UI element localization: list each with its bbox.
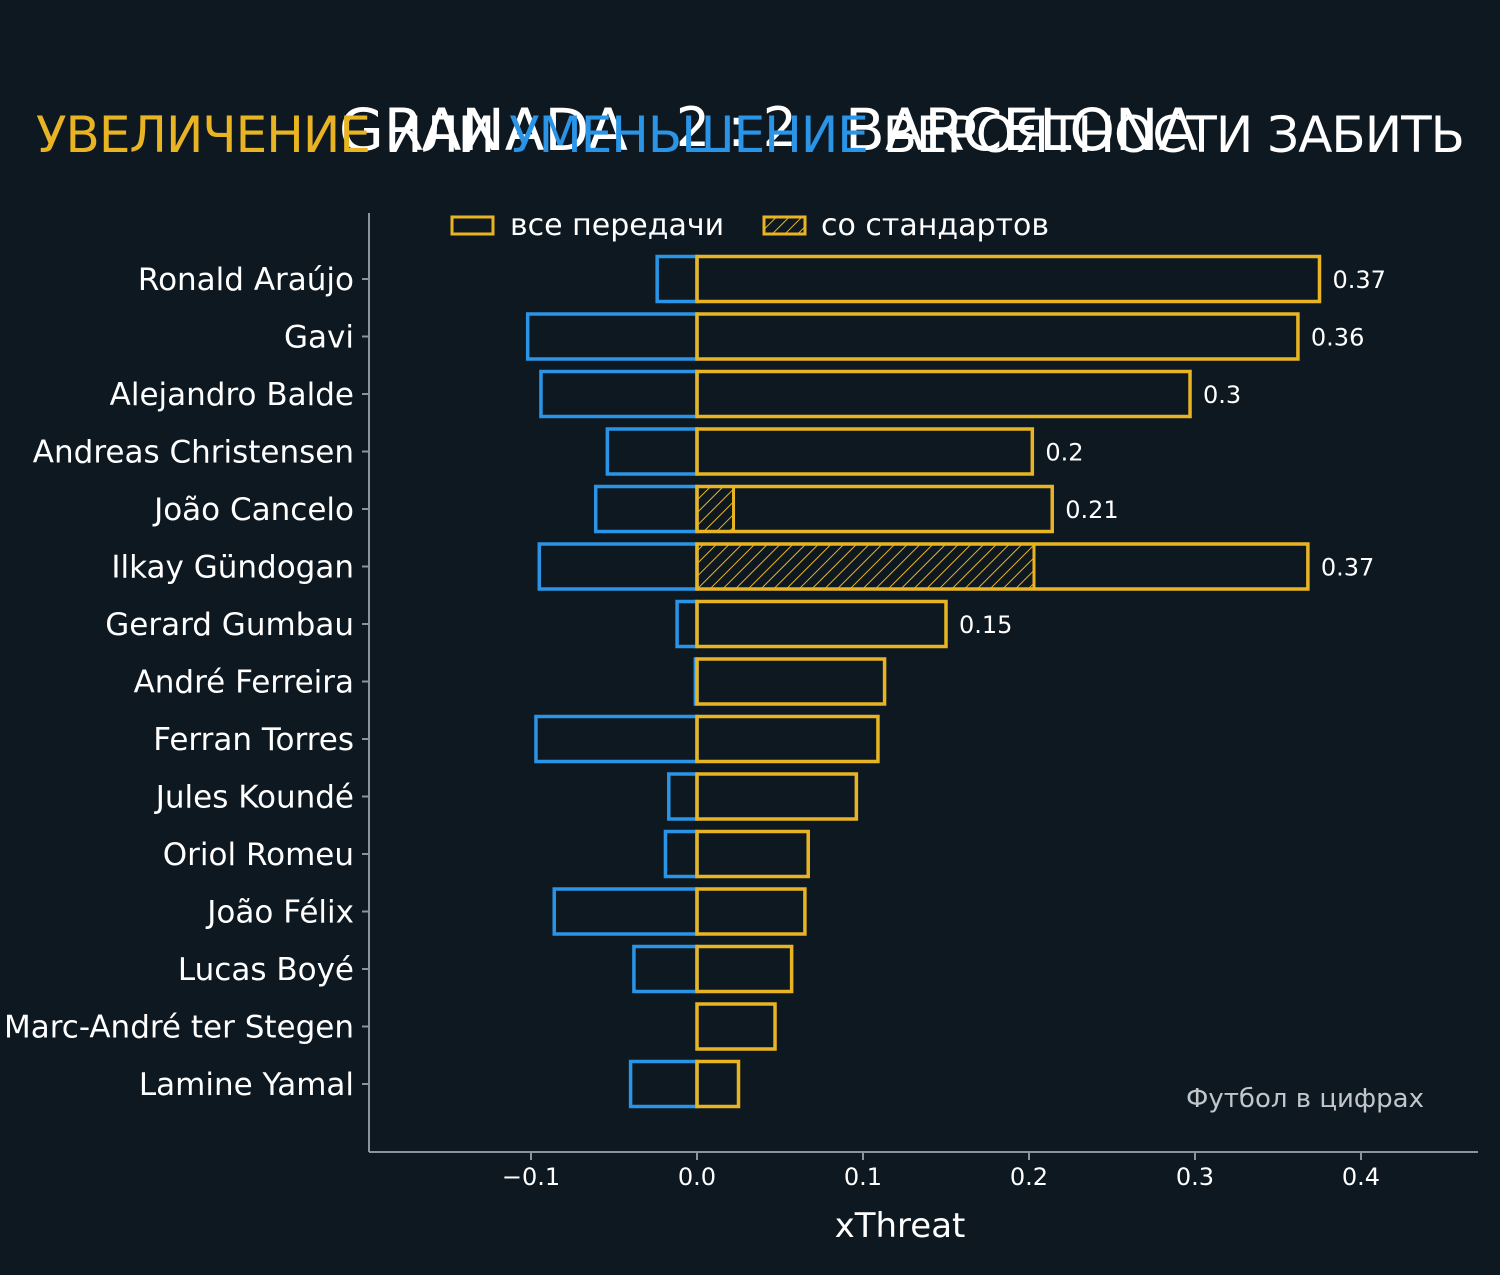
legend: все передачи со стандартов — [450, 208, 1049, 243]
bar-positive-andre-ferreira — [695, 657, 887, 706]
bar-positive-jules-kounde — [695, 772, 859, 821]
away-team: BARCELONA — [845, 96, 1199, 164]
subtitle-rest: ВЕРОЯТНОСТИ ЗАБИТЬ — [882, 106, 1465, 164]
legend-label-all: все передачи — [510, 208, 724, 243]
legend-label-setpiece: со стандартов — [821, 208, 1049, 243]
x-tick-label: 0.0 — [678, 1163, 716, 1191]
bar-negative-lucas-boye — [632, 944, 699, 994]
watermark: Футбол в цифрах — [1186, 1084, 1424, 1114]
axes-layer: Ronald Araújo Gavi Alejandro Balde Andreas … — [4, 213, 1478, 1191]
y-tick-label-ilkay-gundogan: Ilkay Gündogan — [111, 550, 354, 586]
x-axis-label: xThreat — [835, 1206, 966, 1246]
data-label-ronald-araujo: 0.37 — [1333, 266, 1386, 294]
data-label-ilkay-gundogan: 0.37 — [1321, 554, 1374, 582]
y-tick-label-oriol-romeu: Oriol Romeu — [163, 837, 354, 873]
legend-swatch-setpiece — [762, 215, 807, 236]
bar-setpiece-joao-cancelo — [695, 485, 736, 533]
y-tick-label-gavi: Gavi — [284, 320, 354, 356]
bar-positive-marc-andre-ter-stegen — [695, 1002, 777, 1051]
data-label-gavi: 0.36 — [1311, 324, 1364, 352]
y-tick-label-joao-felix: João Félix — [205, 895, 354, 931]
y-tick-label-ferran-torres: Ferran Torres — [153, 722, 354, 758]
x-tick-label: 0.2 — [1010, 1163, 1048, 1191]
x-tick-label: 0.1 — [844, 1163, 882, 1191]
bar-positive-alejandro-balde — [695, 369, 1192, 419]
bar-positive-ronald-araujo — [695, 254, 1322, 304]
bar-positive-joao-cancelo — [695, 484, 1054, 534]
bar-negative-joao-cancelo — [593, 484, 699, 534]
x-tick-label: 0.3 — [1176, 1163, 1214, 1191]
bar-negative-andreas-christensen — [605, 427, 699, 476]
y-tick-label-ronald-araujo: Ronald Araújo — [138, 262, 354, 298]
legend-swatch-all — [450, 215, 495, 236]
subtitle-increase: УВЕЛИЧЕНИЕ — [36, 106, 371, 164]
chart-subtitle: УВЕЛИЧЕНИЕ ИЛИ УМЕНЬШЕНИЕ ВЕРОЯТНОСТИ ЗА… — [0, 106, 1500, 164]
bar-negative-joao-felix — [552, 887, 699, 936]
subtitle-or: ИЛИ — [384, 106, 495, 164]
bar-negative-ronald-araujo — [655, 254, 699, 304]
y-tick-label-lucas-boye: Lucas Boyé — [178, 952, 354, 988]
match-score: 2 : 2 — [675, 96, 798, 159]
bar-negative-ferran-torres — [534, 714, 699, 764]
y-tick-label-alejandro-balde: Alejandro Balde — [110, 377, 354, 413]
chart-title: GRANADA 2 : 2 BARCELONA — [0, 28, 1500, 164]
y-tick-label-marc-andre-ter-stegen: Marc-André ter Stegen — [4, 1010, 354, 1046]
subtitle-decrease: УМЕНЬШЕНИЕ — [509, 106, 869, 164]
y-tick-label-andreas-christensen: Andreas Christensen — [33, 435, 354, 471]
x-tick-label: 0.4 — [1342, 1163, 1380, 1191]
home-team: GRANADA — [338, 96, 628, 164]
bar-negative-gavi — [525, 312, 699, 361]
bar-positive-andreas-christensen — [695, 427, 1035, 476]
y-tick-label-joao-cancelo: João Cancelo — [152, 492, 354, 528]
bars-layer: 0.37 0.36 0.3 0.2 0.21 0.37 0.15 — [525, 254, 1386, 1109]
data-label-gerard-gumbau: 0.15 — [959, 611, 1012, 639]
bar-positive-gavi — [695, 312, 1300, 361]
bar-positive-lamine-yamal — [695, 1059, 741, 1109]
data-label-joao-cancelo: 0.21 — [1065, 496, 1118, 524]
bar-negative-alejandro-balde — [539, 369, 699, 419]
y-tick-label-andre-ferreira: André Ferreira — [134, 665, 354, 701]
bar-positive-ilkay-gundogan — [695, 542, 1310, 591]
bar-negative-jules-kounde — [667, 772, 699, 821]
bar-negative-oriol-romeu — [663, 829, 699, 879]
bar-positive-gerard-gumbau — [695, 599, 948, 649]
y-tick-label-jules-kounde: Jules Koundé — [154, 780, 354, 816]
bar-setpiece-ilkay-gundogan — [695, 542, 1036, 591]
bar-negative-gerard-gumbau — [675, 599, 699, 649]
bar-negative-ilkay-gundogan — [537, 542, 699, 591]
bar-negative-lamine-yamal — [628, 1059, 699, 1109]
x-tick-label: −0.1 — [502, 1163, 560, 1191]
data-label-andreas-christensen: 0.2 — [1045, 439, 1083, 467]
y-tick-label-lamine-yamal: Lamine Yamal — [139, 1067, 354, 1103]
y-tick-label-gerard-gumbau: Gerard Gumbau — [105, 607, 354, 643]
data-label-alejandro-balde: 0.3 — [1203, 381, 1241, 409]
bar-positive-joao-felix — [695, 887, 807, 936]
bar-positive-lucas-boye — [695, 944, 794, 994]
bar-positive-oriol-romeu — [695, 829, 810, 879]
bar-positive-ferran-torres — [695, 714, 880, 764]
